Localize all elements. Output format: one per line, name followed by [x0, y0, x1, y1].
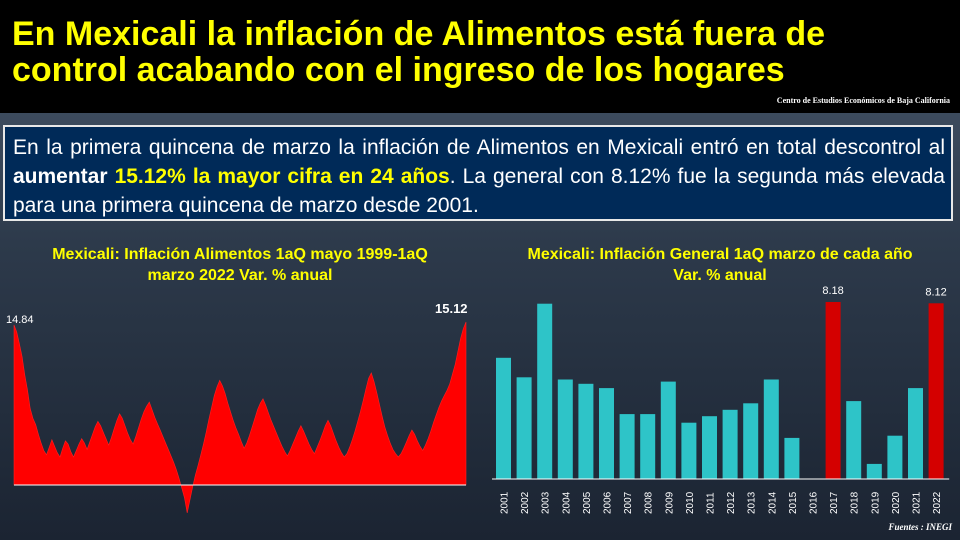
bar-2017 — [825, 302, 841, 479]
x-tick-2003: 2003 — [541, 491, 552, 514]
summary-highlight-value: 15.12% — [114, 165, 186, 188]
food-end-label: 15.12 — [435, 301, 468, 316]
bar-2006 — [599, 388, 614, 479]
x-tick-2021: 2021 — [912, 491, 923, 514]
bar-2003 — [537, 303, 553, 479]
bar-2005 — [578, 383, 594, 479]
food-start-label: 14.84 — [6, 314, 34, 326]
bar-2001 — [496, 357, 511, 479]
x-tick-2012: 2012 — [726, 491, 737, 514]
data-label-2017: 8.18 — [822, 285, 843, 297]
bar-2011 — [702, 416, 717, 479]
summary-text: En la primera quincena de marzo la infla… — [13, 136, 945, 159]
header-bar — [0, 0, 960, 113]
food-inflation-area — [13, 321, 467, 514]
bar-2008 — [640, 414, 656, 479]
x-tick-2020: 2020 — [891, 491, 902, 514]
x-tick-2019: 2019 — [870, 491, 881, 514]
page-title: En Mexicali la inflación de Alimentos es… — [12, 15, 826, 89]
general-chart-title: Mexicali: Inflación General 1aQ marzo de… — [527, 246, 913, 284]
x-tick-2002: 2002 — [520, 491, 531, 514]
bar-2015 — [784, 437, 800, 479]
bar-2012 — [722, 409, 738, 479]
bar-2009 — [660, 381, 676, 479]
x-tick-2001: 2001 — [500, 491, 511, 514]
bar-2013 — [743, 403, 759, 479]
x-tick-2005: 2005 — [582, 491, 593, 514]
data-label-2022: 8.12 — [925, 286, 946, 298]
x-tick-2016: 2016 — [809, 491, 820, 514]
x-tick-2004: 2004 — [561, 491, 572, 514]
bar-2018 — [846, 401, 862, 479]
bar-2021 — [908, 388, 923, 479]
summary-text-end: . La general con 8.12% fue la segunda má… — [13, 165, 945, 217]
x-tick-2015: 2015 — [788, 491, 799, 514]
source-credit: Centro de Estudios Económicos de Baja Ca… — [776, 96, 950, 105]
x-tick-2010: 2010 — [685, 491, 696, 514]
summary-emphasis: aumentar — [13, 165, 108, 188]
bar-2022 — [928, 303, 944, 479]
source-footer: Fuentes : INEGI — [888, 522, 952, 532]
summary-box: En la primera quincena de marzo la infla… — [3, 125, 953, 221]
x-tick-2007: 2007 — [623, 491, 634, 514]
x-tick-2013: 2013 — [747, 491, 758, 514]
bar-2002 — [516, 377, 532, 479]
x-tick-2018: 2018 — [850, 491, 861, 514]
bar-2014 — [763, 379, 779, 479]
x-tick-2009: 2009 — [664, 491, 675, 514]
x-tick-2011: 2011 — [706, 492, 717, 514]
x-tick-2014: 2014 — [767, 491, 778, 514]
bar-2010 — [681, 422, 697, 479]
x-tick-2017: 2017 — [829, 491, 840, 514]
food-chart-title: Mexicali: Inflación Alimentos 1aQ mayo 1… — [52, 246, 428, 284]
x-tick-2022: 2022 — [932, 491, 943, 514]
bar-2007 — [619, 414, 635, 479]
bar-2019 — [866, 463, 882, 479]
bar-2020 — [887, 435, 903, 479]
summary-highlight-text: la mayor cifra en 24 años — [192, 165, 450, 188]
bar-2004 — [557, 379, 573, 479]
x-tick-2008: 2008 — [644, 491, 655, 514]
x-tick-2006: 2006 — [603, 491, 614, 514]
